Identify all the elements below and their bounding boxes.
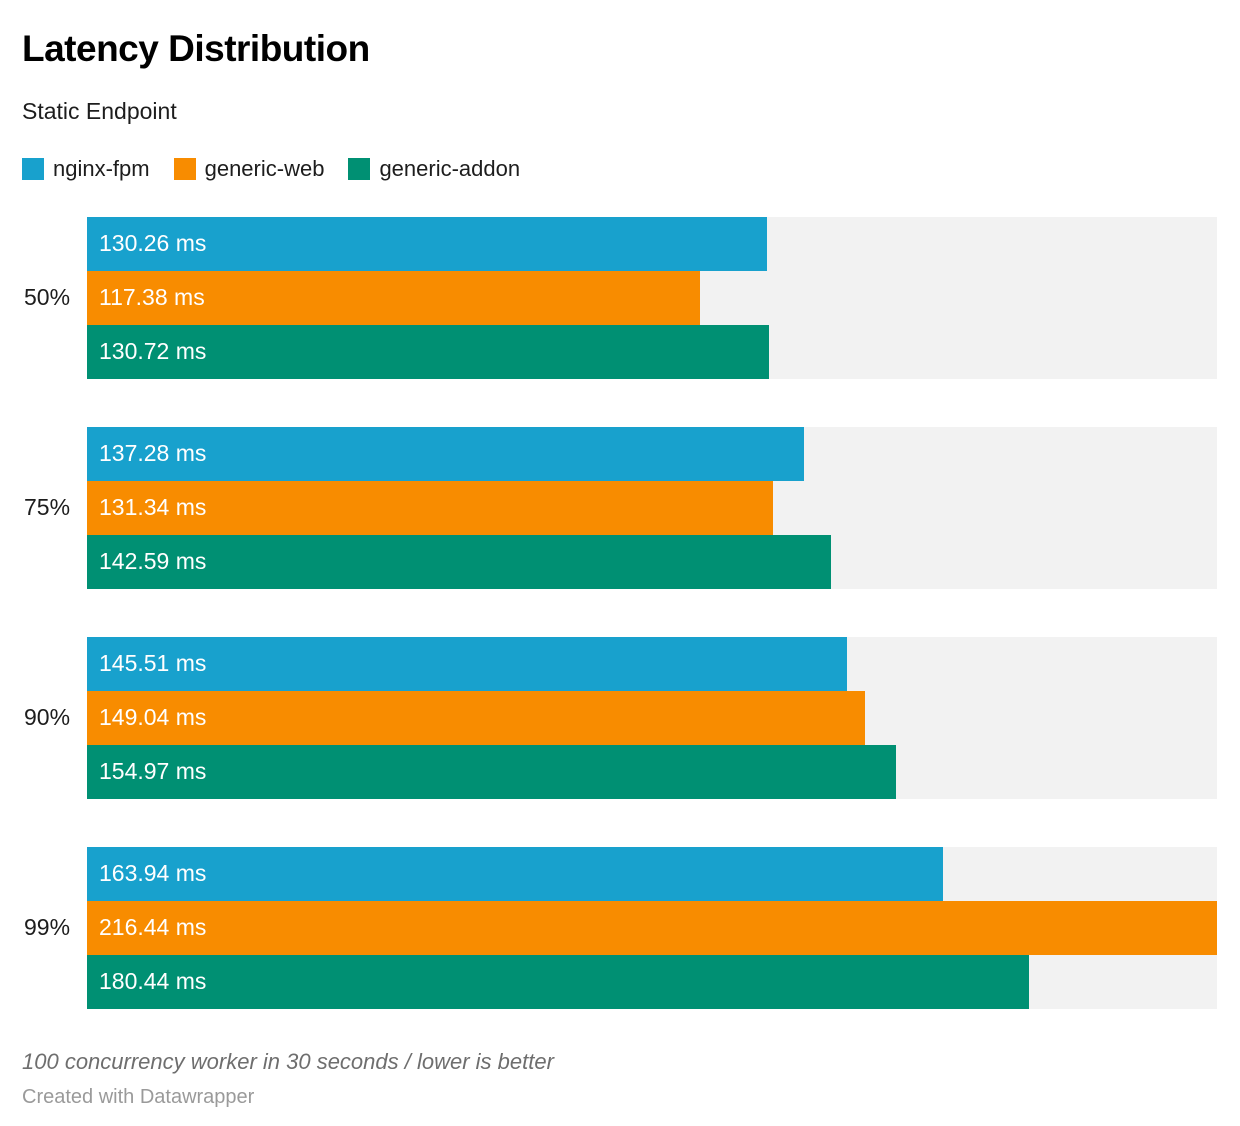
page-title: Latency Distribution	[22, 28, 370, 69]
bar-group-50%: 50% 130.26 ms 117.38 ms 130.72 ms	[22, 216, 1217, 379]
bar-value-label: 145.51 ms	[99, 650, 207, 677]
bar-group-75%: 75% 137.28 ms 131.34 ms 142.59 ms	[22, 426, 1217, 589]
bar-row: 180.44 ms	[87, 954, 1217, 1009]
bar-generic-web-99%: 216.44 ms	[87, 900, 1217, 955]
bar-row: 130.26 ms	[87, 216, 1217, 271]
legend-swatch-icon	[22, 157, 44, 180]
bar-value-label: 180.44 ms	[99, 968, 207, 995]
bar-nginx-fpm-99%: 163.94 ms	[87, 846, 943, 901]
bar-value-label: 131.34 ms	[99, 494, 207, 521]
bar-generic-addon-75%: 142.59 ms	[87, 534, 832, 589]
bar-track: 137.28 ms 131.34 ms 142.59 ms	[87, 426, 1217, 589]
bar-track: 130.26 ms 117.38 ms 130.72 ms	[87, 216, 1217, 379]
bar-value-label: 137.28 ms	[99, 440, 207, 467]
bar-generic-web-90%: 149.04 ms	[87, 690, 866, 745]
category-label: 50%	[24, 284, 71, 311]
bar-row: 130.72 ms	[87, 324, 1217, 379]
bar-track: 163.94 ms 216.44 ms 180.44 ms	[87, 846, 1217, 1009]
bar-row: 142.59 ms	[87, 534, 1217, 589]
bar-generic-web-75%: 131.34 ms	[87, 480, 773, 535]
bar-row: 137.28 ms	[87, 426, 1217, 481]
chart-subtitle: Static Endpoint	[22, 97, 177, 124]
bar-chart: 50% 130.26 ms 117.38 ms 130.72 ms 75% 137.28 …	[22, 216, 1217, 1009]
legend-item-generic-web: generic-web	[173, 155, 325, 182]
bar-nginx-fpm-90%: 145.51 ms	[87, 636, 847, 691]
bar-nginx-fpm-50%: 130.26 ms	[87, 216, 768, 271]
legend-item-nginx-fpm: nginx-fpm	[22, 156, 150, 182]
bar-row: 216.44 ms	[87, 900, 1217, 955]
bar-generic-addon-90%: 154.97 ms	[87, 744, 897, 799]
bar-row: 163.94 ms	[87, 846, 1217, 901]
category-label: 90%	[24, 704, 71, 731]
bar-value-label: 117.38 ms	[99, 284, 205, 311]
bar-row: 154.97 ms	[87, 744, 1217, 799]
bar-generic-addon-50%: 130.72 ms	[87, 324, 770, 379]
bar-value-label: 142.59 ms	[99, 548, 207, 575]
chart-note: 100 concurrency worker in 30 seconds / l…	[22, 1048, 554, 1074]
category-label: 99%	[24, 914, 71, 941]
bar-value-label: 163.94 ms	[99, 860, 207, 887]
bar-generic-addon-99%: 180.44 ms	[87, 954, 1030, 1009]
bar-row: 149.04 ms	[87, 690, 1217, 745]
bar-value-label: 216.44 ms	[99, 914, 207, 941]
bar-value-label: 149.04 ms	[99, 704, 207, 731]
legend-item-label: generic-addon	[379, 155, 521, 181]
legend: nginx-fpm generic-web generic-addon	[22, 156, 1217, 182]
bar-value-label: 154.97 ms	[99, 758, 207, 785]
bar-group-99%: 99% 163.94 ms 216.44 ms 180.44 ms	[22, 846, 1217, 1009]
bar-value-label: 130.72 ms	[99, 338, 207, 365]
legend-item-label: nginx-fpm	[53, 155, 150, 181]
bar-row: 117.38 ms	[87, 270, 1217, 325]
bar-row: 145.51 ms	[87, 636, 1217, 691]
category-label: 75%	[24, 494, 71, 521]
legend-item-generic-addon: generic-addon	[348, 156, 520, 182]
bar-track: 145.51 ms 149.04 ms 154.97 ms	[87, 636, 1217, 799]
bar-group-90%: 90% 145.51 ms 149.04 ms 154.97 ms	[22, 636, 1217, 799]
bar-nginx-fpm-75%: 137.28 ms	[87, 426, 804, 481]
bar-generic-web-50%: 117.38 ms	[87, 270, 700, 325]
bar-row: 131.34 ms	[87, 480, 1217, 535]
legend-swatch-icon	[173, 157, 196, 180]
legend-item-label: generic-web	[204, 155, 325, 181]
legend-swatch-icon	[348, 157, 371, 180]
datawrapper-attribution: Created with Datawrapper	[22, 1085, 255, 1108]
bar-value-label: 130.26 ms	[99, 230, 207, 257]
